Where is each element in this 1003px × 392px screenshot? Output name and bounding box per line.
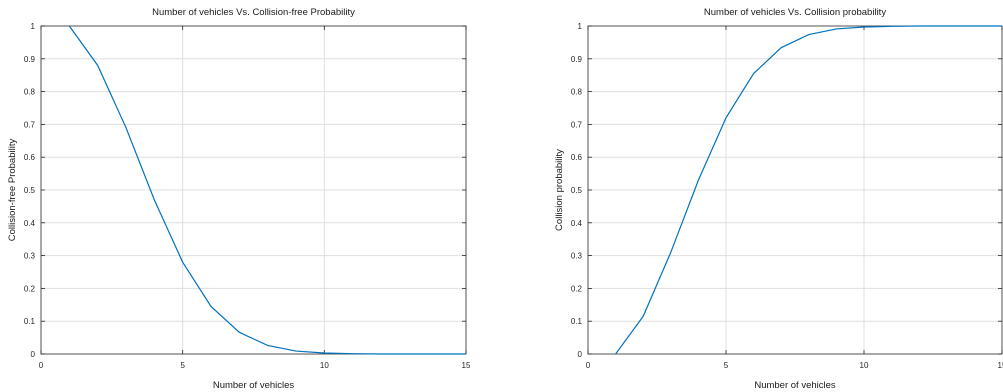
x-tick-label: 0 xyxy=(39,361,44,370)
y-tick-label: 0 xyxy=(578,350,583,359)
y-tick-label: 0.2 xyxy=(571,284,583,293)
y-tick-label: 1 xyxy=(578,22,583,31)
x-tick-label: 5 xyxy=(180,361,185,370)
chart-title: Number of vehicles Vs. Collision-free Pr… xyxy=(152,7,355,18)
grid xyxy=(41,26,466,354)
y-tick-label: 0.5 xyxy=(24,186,36,195)
y-tick-label: 0.4 xyxy=(24,219,36,228)
x-tick-label: 15 xyxy=(462,361,471,370)
x-axis-label: Number of vehicles xyxy=(754,380,836,391)
y-tick-label: 0.8 xyxy=(571,88,583,97)
y-tick-label: 0.1 xyxy=(571,317,583,326)
x-axis-label: Number of vehicles xyxy=(213,380,295,391)
y-tick-label: 1 xyxy=(31,22,36,31)
y-tick-label: 0.8 xyxy=(24,88,36,97)
x-tick-label: 10 xyxy=(320,361,329,370)
y-tick-label: 0.9 xyxy=(571,55,583,64)
x-tick-label: 10 xyxy=(860,361,869,370)
grid xyxy=(588,26,1002,354)
y-tick-label: 0.6 xyxy=(571,153,583,162)
y-tick-label: 0.1 xyxy=(24,317,36,326)
y-tick-label: 0.2 xyxy=(24,284,36,293)
x-tick-label: 0 xyxy=(586,361,591,370)
y-axis-label: Collision-free Probability xyxy=(7,139,18,242)
series-line xyxy=(68,25,466,355)
y-tick-label: 0.5 xyxy=(571,186,583,195)
y-tick-label: 0.3 xyxy=(571,252,583,261)
y-tick-label: 0.3 xyxy=(24,252,36,261)
y-axis-label: Collision probability xyxy=(554,149,565,231)
y-tick-label: 0.7 xyxy=(571,120,583,129)
x-tick-label: 15 xyxy=(998,361,1003,370)
series-line xyxy=(615,25,1002,355)
y-tick-label: 0.6 xyxy=(24,153,36,162)
chart-collision-free: 00.10.20.30.40.50.60.70.80.910 5 10 15 Numb… xyxy=(7,7,471,391)
y-tick-label: 0.9 xyxy=(24,55,36,64)
y-tick-label: 0.7 xyxy=(24,120,36,129)
chart-title: Number of vehicles Vs. Collision probabi… xyxy=(704,7,886,18)
y-tick-label: 0 xyxy=(31,350,36,359)
x-tick-label: 5 xyxy=(724,361,729,370)
y-tick-label: 0.4 xyxy=(571,219,583,228)
